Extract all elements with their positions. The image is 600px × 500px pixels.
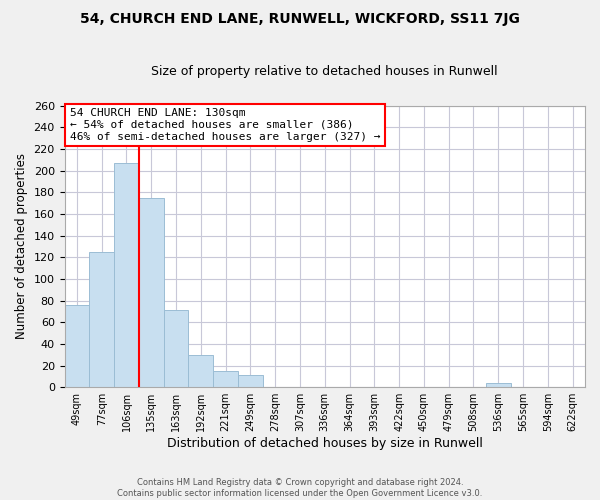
Bar: [188, 354, 213, 387]
Bar: [114, 163, 139, 387]
X-axis label: Distribution of detached houses by size in Runwell: Distribution of detached houses by size …: [167, 437, 483, 450]
Bar: [164, 310, 188, 387]
Bar: [65, 305, 89, 387]
Bar: [213, 371, 238, 387]
Text: Contains HM Land Registry data © Crown copyright and database right 2024.
Contai: Contains HM Land Registry data © Crown c…: [118, 478, 482, 498]
Text: 54, CHURCH END LANE, RUNWELL, WICKFORD, SS11 7JG: 54, CHURCH END LANE, RUNWELL, WICKFORD, …: [80, 12, 520, 26]
Bar: [486, 383, 511, 387]
Bar: [139, 198, 164, 387]
Y-axis label: Number of detached properties: Number of detached properties: [15, 154, 28, 340]
Bar: [89, 252, 114, 387]
Title: Size of property relative to detached houses in Runwell: Size of property relative to detached ho…: [151, 65, 498, 78]
Bar: [238, 376, 263, 387]
Text: 54 CHURCH END LANE: 130sqm
← 54% of detached houses are smaller (386)
46% of sem: 54 CHURCH END LANE: 130sqm ← 54% of deta…: [70, 108, 380, 142]
